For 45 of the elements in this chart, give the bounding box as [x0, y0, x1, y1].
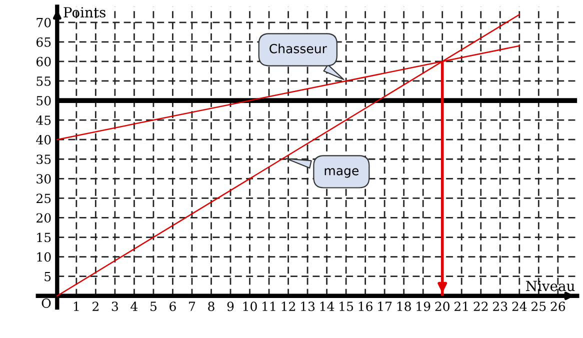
y-tick-label: 20 — [36, 213, 51, 223]
x-tick-label: 5 — [150, 302, 156, 312]
x-tick-label: 16 — [358, 302, 372, 312]
text: Chasseur — [270, 44, 327, 54]
x-tick-label: 2 — [92, 302, 98, 311]
y-axis-title: Points — [64, 7, 106, 18]
x-tick-label: 21 — [454, 302, 468, 311]
y-tick-label: 35 — [36, 154, 51, 164]
x-tick-label: 18 — [397, 302, 411, 312]
annotation: O — [42, 298, 51, 308]
x-tick-label: 24 — [512, 302, 527, 311]
text: mage — [324, 168, 358, 178]
y-tick-label: 65 — [36, 37, 51, 47]
x-tick-label: 11 — [262, 302, 276, 311]
x-tick-label: 15 — [340, 302, 354, 312]
x-tick-label: 10 — [243, 302, 257, 312]
x-tick-label: 8 — [208, 302, 214, 312]
x-tick-label: 22 — [474, 302, 488, 311]
x-tick-label: 6 — [170, 302, 176, 312]
x-tick-label: 13 — [301, 302, 315, 312]
y-tick-label: 15 — [37, 232, 51, 242]
x-tick-label: 3 — [112, 302, 118, 312]
y-tick-label: 30 — [36, 174, 51, 184]
x-tick-label: 1 — [74, 302, 79, 311]
y-tick-label: 60 — [36, 56, 51, 66]
x-tick-label: 14 — [320, 302, 334, 311]
y-tick-label: 50 — [36, 96, 51, 106]
y-tick-label: 5 — [44, 272, 51, 282]
y-tick-label: 40 — [36, 135, 51, 145]
y-tick-label: 45 — [36, 116, 51, 125]
x-tick-label: 9 — [227, 302, 234, 312]
x-tick-label: 17 — [378, 302, 392, 311]
x-tick-label: 25 — [532, 302, 546, 312]
x-tick-label: 12 — [282, 302, 295, 311]
x-tick-label: 26 — [550, 302, 566, 312]
y-tick-label: 55 — [36, 76, 51, 86]
x-tick-label: 4 — [130, 302, 138, 311]
y-tick-label: 70 — [36, 18, 51, 28]
x-axis-title: Niveau — [526, 280, 575, 292]
x-tick-label: 20 — [435, 302, 450, 312]
x-tick-label: 7 — [189, 302, 196, 311]
y-tick-label: 25 — [36, 194, 51, 204]
x-tick-label: 19 — [416, 302, 430, 312]
x-tick-label: 23 — [493, 302, 508, 312]
y-tick-label: 10 — [37, 252, 51, 262]
